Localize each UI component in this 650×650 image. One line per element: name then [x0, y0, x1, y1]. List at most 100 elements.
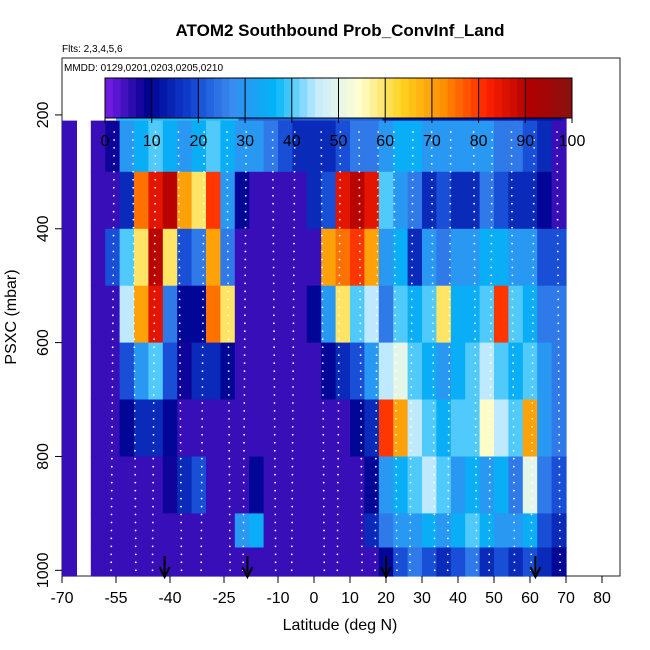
track-point	[200, 521, 203, 524]
track-point	[409, 489, 412, 492]
track-point	[242, 513, 245, 516]
track-point	[242, 561, 245, 564]
track-point	[228, 457, 231, 460]
track-point	[110, 513, 113, 516]
heatmap-cell	[148, 342, 164, 401]
track-point	[532, 210, 535, 213]
heatmap-cell	[465, 513, 481, 549]
heatmap-cell	[335, 399, 351, 457]
track-point	[245, 178, 247, 181]
track-point	[273, 426, 276, 428]
heatmap-cell	[551, 399, 567, 457]
track-point	[358, 170, 361, 173]
track-point	[111, 338, 114, 341]
track-point	[558, 481, 561, 484]
track-point	[201, 441, 203, 444]
heatmap-cell	[508, 228, 524, 287]
track-point	[201, 386, 204, 388]
track-point	[510, 178, 513, 181]
track-point	[322, 386, 324, 388]
track-point	[359, 386, 362, 388]
track-point	[449, 139, 452, 141]
track-point	[228, 449, 231, 452]
track-point	[473, 234, 476, 237]
track-point	[273, 433, 276, 436]
track-point	[394, 298, 396, 301]
heatmap-cell	[364, 171, 380, 230]
track-point	[412, 139, 414, 141]
heatmap-cell	[62, 228, 77, 287]
track-point	[338, 306, 341, 309]
heatmap-cell	[494, 513, 509, 549]
track-point	[226, 194, 229, 197]
heatmap-cell	[220, 456, 236, 514]
track-point	[431, 306, 434, 309]
track-point	[448, 346, 451, 349]
track-point	[394, 346, 397, 349]
track-point	[337, 378, 340, 380]
track-point	[132, 178, 135, 181]
track-point	[179, 473, 182, 476]
track-point	[132, 194, 135, 197]
heatmap-cell	[191, 285, 207, 344]
track-point	[411, 210, 414, 213]
track-point	[358, 155, 361, 157]
heatmap-cell	[191, 228, 207, 287]
track-point	[132, 234, 135, 237]
track-point	[111, 330, 114, 333]
track-point	[273, 314, 275, 317]
track-point	[243, 330, 246, 333]
track-point	[511, 298, 514, 301]
track-point	[474, 354, 477, 356]
heatmap-cell	[249, 228, 265, 287]
track-point	[202, 210, 205, 213]
track-point	[154, 202, 157, 205]
track-point	[448, 370, 450, 372]
track-point	[559, 569, 561, 572]
track-point	[490, 242, 493, 245]
track-point	[111, 362, 114, 364]
track-point	[393, 155, 395, 157]
track-point	[291, 433, 294, 436]
track-point	[274, 505, 277, 508]
track-point	[339, 170, 341, 173]
y-tick-label: 1000	[35, 552, 52, 588]
heatmap-cell	[177, 171, 193, 230]
track-point	[558, 402, 560, 404]
track-point	[375, 386, 378, 388]
x-tick-label: -70	[50, 590, 73, 607]
heatmap-cell	[119, 399, 135, 457]
track-point	[475, 521, 478, 524]
heatmap-cell	[90, 120, 106, 173]
colorbar-swatch	[206, 78, 215, 118]
track-point	[274, 489, 276, 492]
track-point	[532, 226, 535, 229]
colorbar-tick-label: 70	[423, 133, 441, 150]
track-point	[292, 386, 294, 388]
heatmap-cell	[162, 285, 178, 344]
track-point	[322, 370, 324, 372]
track-point	[447, 505, 450, 508]
track-point	[489, 426, 491, 428]
track-point	[180, 513, 183, 516]
track-point	[531, 457, 533, 460]
track-point	[272, 202, 274, 205]
track-point	[112, 306, 114, 309]
track-point	[358, 131, 360, 133]
heatmap-cell	[278, 547, 293, 577]
heatmap-cell	[206, 513, 221, 549]
track-point	[512, 402, 515, 404]
colorbar-swatch	[470, 78, 480, 118]
track-point	[511, 226, 513, 229]
track-point	[376, 298, 378, 301]
heatmap-cell	[537, 399, 553, 457]
track-point	[322, 418, 325, 420]
track-point	[488, 465, 491, 468]
y-tick-label: 200	[35, 101, 52, 128]
track-point	[227, 258, 229, 261]
heatmap-cell	[393, 547, 409, 577]
track-point	[274, 545, 277, 548]
track-point	[337, 362, 340, 364]
track-point	[112, 282, 114, 285]
track-point	[360, 529, 363, 532]
